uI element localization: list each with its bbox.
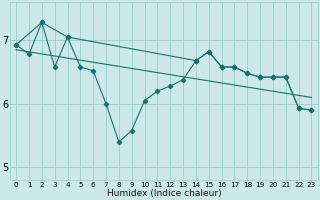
X-axis label: Humidex (Indice chaleur): Humidex (Indice chaleur): [107, 189, 221, 198]
